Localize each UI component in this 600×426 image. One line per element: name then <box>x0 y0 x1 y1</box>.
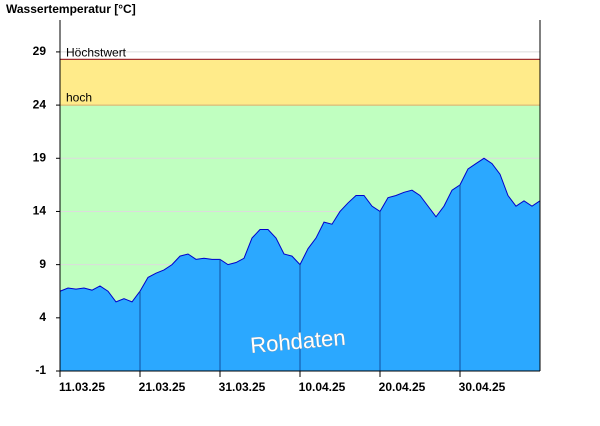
band-label: Höchstwert <box>66 46 127 60</box>
band-label: hoch <box>66 90 92 104</box>
y-tick-label: -1 <box>35 363 46 377</box>
y-tick-label: 19 <box>33 150 47 164</box>
x-tick-label: 10.04.25 <box>299 380 346 394</box>
x-tick-label: 11.03.25 <box>59 380 105 394</box>
chart-title: Wassertemperatur [°C] <box>6 2 136 16</box>
y-tick-label: 9 <box>39 257 46 271</box>
x-tick-label: 20.04.25 <box>379 380 426 394</box>
zone-high <box>60 59 540 106</box>
y-tick-label: 14 <box>33 204 47 218</box>
x-tick-label: 30.04.25 <box>459 380 506 394</box>
y-tick-label: 24 <box>33 97 47 111</box>
x-tick-label: 31.03.25 <box>219 380 266 394</box>
x-tick-label: 21.03.25 <box>139 380 186 394</box>
y-tick-label: 4 <box>39 310 46 324</box>
y-tick-label: 29 <box>33 44 47 58</box>
